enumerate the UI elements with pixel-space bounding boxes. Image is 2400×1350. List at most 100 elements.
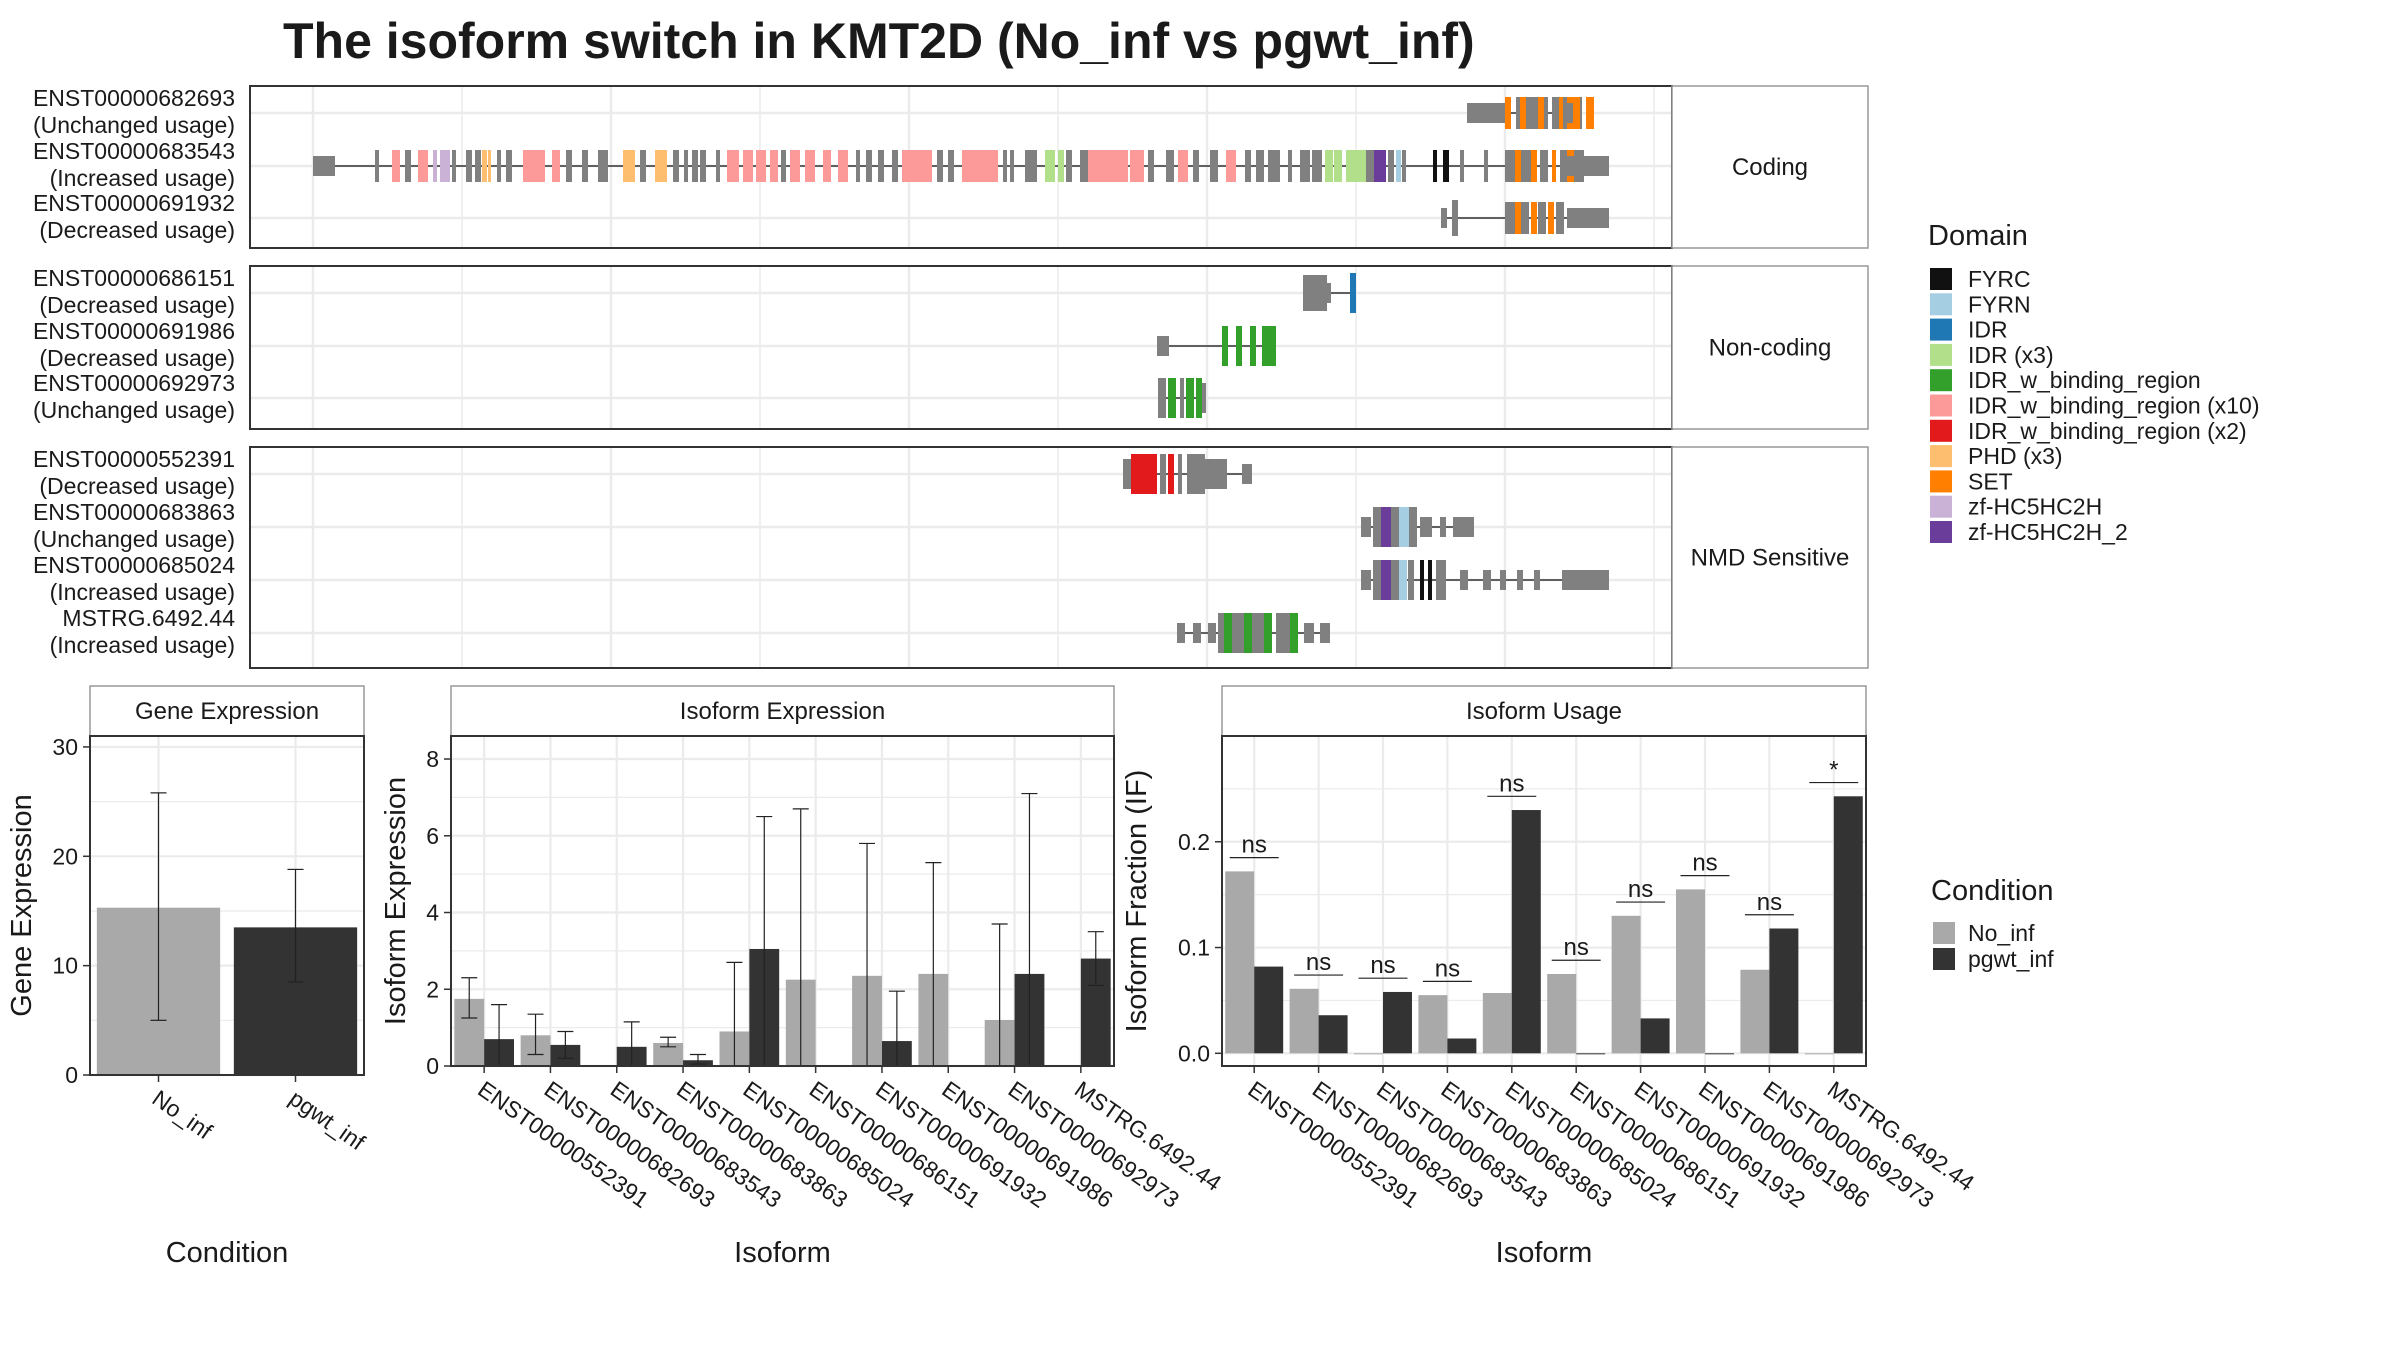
bar-No_inf	[1289, 988, 1319, 1054]
panel-frame	[249, 265, 1673, 430]
exon-block	[1567, 156, 1609, 176]
exon-block	[1003, 150, 1007, 182]
panel-frame	[1221, 735, 1867, 1067]
transcript-id-label: ENST00000686151	[33, 265, 235, 291]
x-tick-label: No_inf	[148, 1085, 218, 1145]
exon-block	[1453, 517, 1474, 537]
exon-block	[684, 150, 688, 182]
exon-block	[937, 150, 943, 182]
bar-pgwt_inf	[1705, 1053, 1734, 1055]
x-tick-label: pgwt_inf	[285, 1085, 371, 1156]
domain-legend-title: Domain	[1928, 220, 2028, 252]
bar-No_inf	[1354, 1053, 1383, 1055]
domain-block	[1548, 202, 1554, 234]
exon-block	[1564, 103, 1573, 123]
exon-block	[1391, 507, 1399, 547]
domain-block	[1586, 97, 1594, 129]
domain-legend-label: PHD (x3)	[1968, 443, 2063, 469]
domain-block	[1515, 150, 1521, 182]
exon-block	[1562, 570, 1609, 590]
panel-frame	[450, 735, 1115, 1067]
exon-block	[1540, 150, 1548, 182]
domain-legend-key	[1930, 268, 1952, 290]
domain-block	[392, 150, 400, 182]
exon-block	[1452, 200, 1458, 236]
condition-legend-label: pgwt_inf	[1968, 946, 2054, 972]
domain-legend-label: IDR_w_binding_region (x2)	[1968, 418, 2247, 444]
y-tick-label: 4	[426, 900, 439, 926]
transcript-status-label: (Unchanged usage)	[33, 526, 235, 552]
transcript-ENST00000685024	[1361, 560, 1609, 600]
panel-frame	[89, 735, 365, 1076]
exon-block	[1312, 150, 1322, 182]
domain-legend-key	[1930, 521, 1952, 543]
domain-block	[790, 150, 800, 182]
domain-legend-label: zf-HC5HC2H_2	[1968, 519, 2128, 545]
facet-strip	[1671, 85, 1869, 249]
domain-block	[1131, 454, 1145, 494]
gene-expression-chart: Gene Expression 0 10 20 30 No_inf pgwt_inf Cond…	[6, 685, 371, 1269]
facet-strip	[89, 685, 365, 737]
transcript-status-label: (Unchanged usage)	[33, 397, 235, 423]
exon-block	[1441, 208, 1447, 228]
exon-block	[1303, 275, 1327, 311]
exon-block	[566, 150, 572, 182]
exon-block	[1388, 150, 1394, 182]
significance-label: ns	[1435, 955, 1460, 982]
domain-block	[1505, 97, 1511, 129]
exon-block	[1288, 150, 1292, 182]
transcript-ENST00000686151	[1303, 273, 1356, 313]
bar-No_inf	[653, 1042, 684, 1066]
exon-block	[1408, 560, 1414, 600]
y-tick-label: 0	[65, 1062, 78, 1088]
domain-block	[1381, 507, 1391, 547]
transcript-status-label: (Decreased usage)	[39, 292, 235, 318]
domain-block	[623, 150, 635, 182]
exon-block	[1158, 378, 1166, 418]
exon-block	[1361, 570, 1371, 590]
domain-legend-label: FYRC	[1968, 266, 2031, 292]
domain-block	[1186, 378, 1194, 418]
bar-pgwt_inf	[1318, 1015, 1348, 1054]
exon-block	[640, 150, 646, 182]
exon-block	[781, 150, 786, 182]
transcript-id-label: ENST00000682693	[33, 85, 235, 111]
domain-legend-label: IDR_w_binding_region (x10)	[1968, 393, 2260, 419]
domain-legend-key	[1930, 369, 1952, 392]
exon-block	[1276, 613, 1290, 653]
y-tick-label: 0	[426, 1053, 439, 1079]
domain-block	[1325, 150, 1333, 182]
domain-legend-label: SET	[1968, 468, 2013, 494]
domain-legend-key	[1930, 318, 1952, 341]
domain-block	[1552, 150, 1556, 182]
domain-block	[1224, 613, 1232, 653]
exon-block	[375, 150, 379, 182]
bar-No_inf	[1482, 993, 1512, 1054]
structure-transcript-labels: ENST00000682693 (Unchanged usage) ENST0000…	[33, 85, 235, 658]
bar-No_inf	[1418, 995, 1448, 1054]
domain-block	[433, 150, 437, 182]
exon-block	[1402, 150, 1406, 182]
exon-block	[1373, 560, 1381, 600]
transcript-ENST00000552391	[1123, 454, 1252, 494]
domain-block	[1178, 150, 1188, 182]
condition-legend-key	[1933, 948, 1955, 970]
exon-block	[1166, 150, 1174, 182]
bar-pgwt_inf	[1383, 991, 1412, 1054]
domain-block	[1443, 150, 1449, 182]
transcript-status-label: (Increased usage)	[50, 632, 235, 658]
domain-block	[1428, 560, 1432, 600]
domain-legend-label: FYRN	[1968, 291, 2031, 317]
domain-block	[655, 150, 667, 182]
facet-strip	[1671, 446, 1869, 669]
exon-block	[475, 150, 481, 182]
exon-block	[452, 150, 456, 182]
exon-block	[1178, 454, 1182, 494]
domain-block	[1520, 97, 1526, 129]
exon-block	[1467, 103, 1509, 123]
bar-pgwt_inf	[1640, 1018, 1670, 1054]
exon-block	[1300, 150, 1310, 182]
exon-block	[866, 150, 872, 182]
domain-block	[1250, 326, 1256, 366]
exon-block	[1366, 150, 1374, 182]
